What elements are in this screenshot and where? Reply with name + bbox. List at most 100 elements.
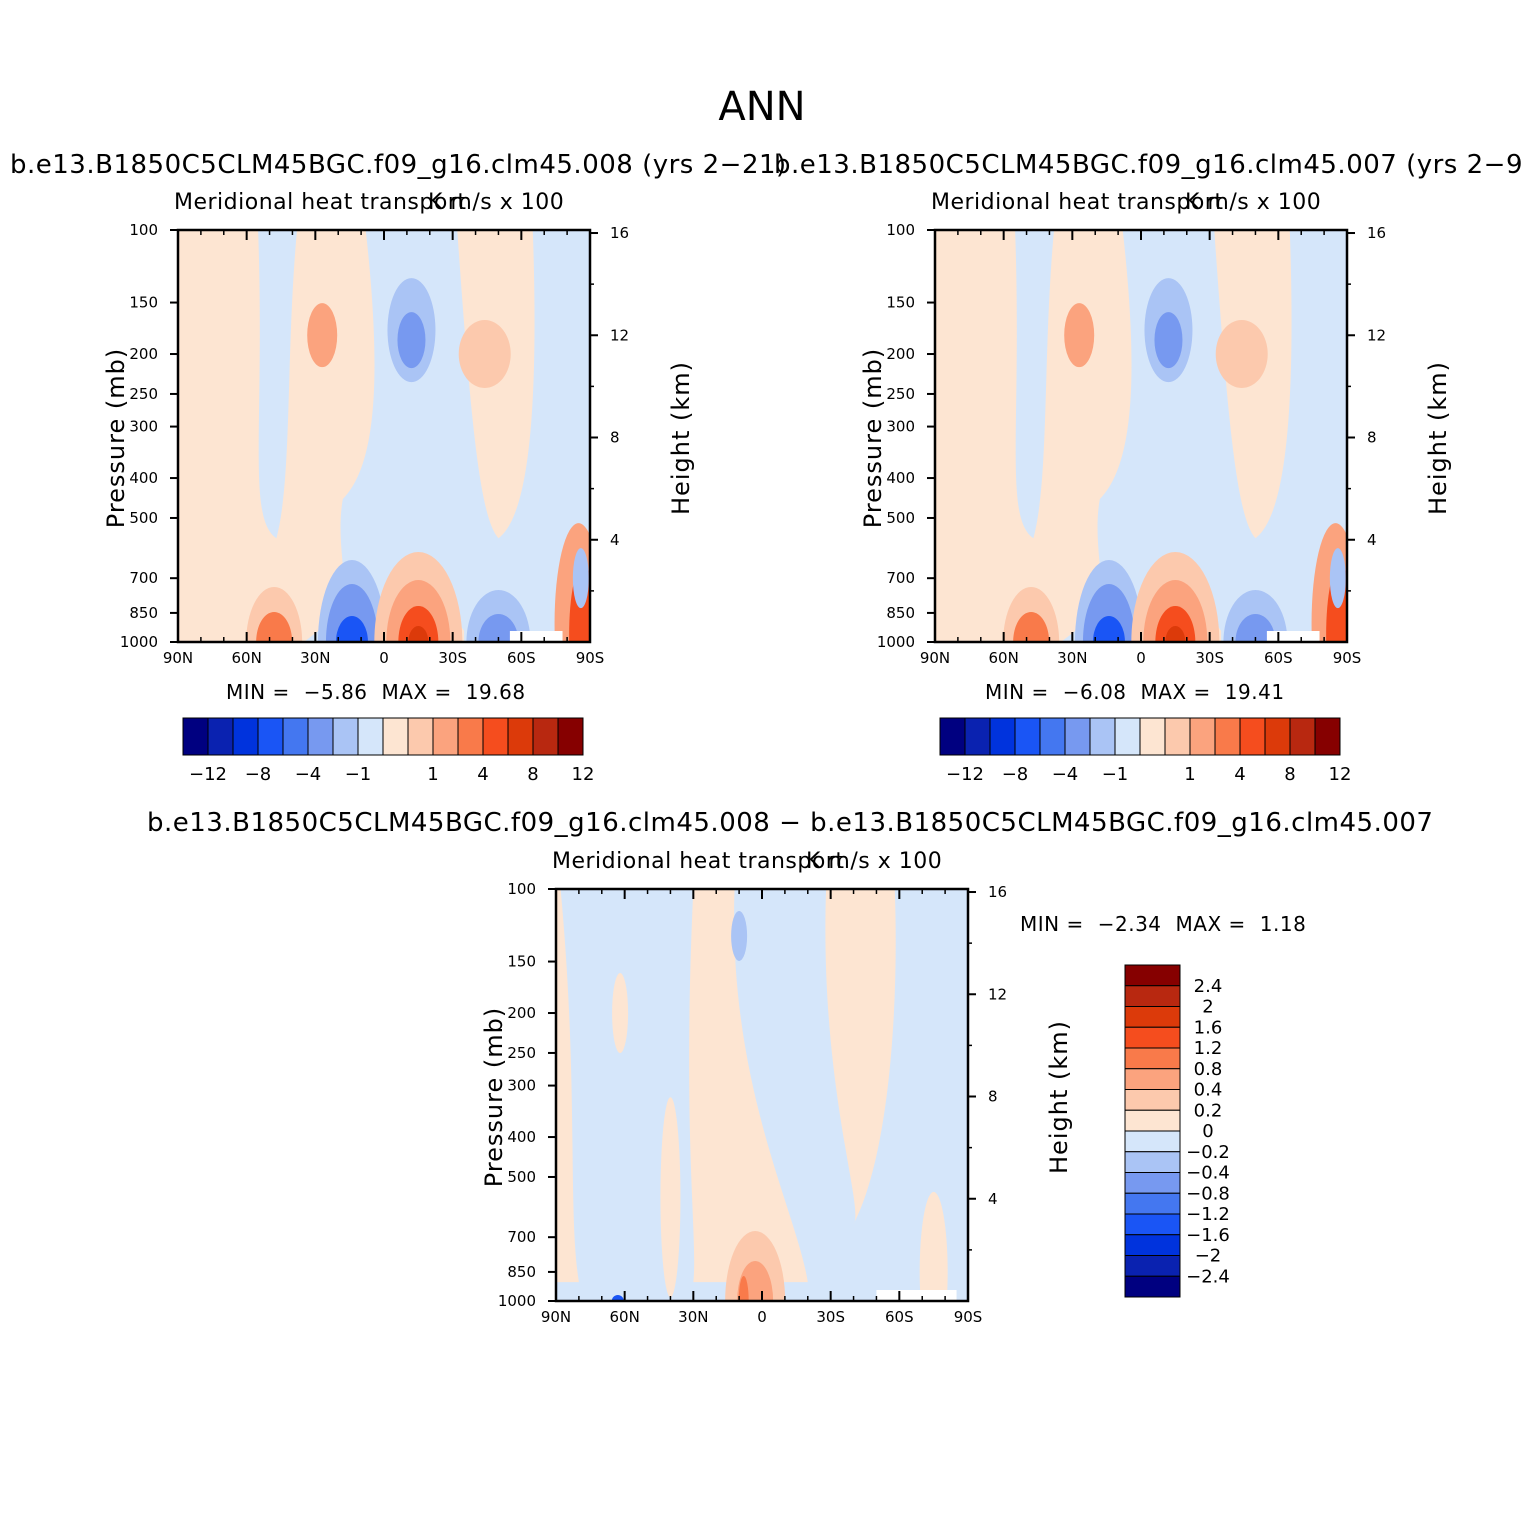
cell-north-inner bbox=[256, 612, 293, 642]
colorbar-label: −0.8 bbox=[1186, 1183, 1230, 1204]
y2-tick-label: 8 bbox=[610, 429, 620, 447]
y-tick-label: 1000 bbox=[877, 633, 915, 651]
colorbar-box bbox=[257, 717, 284, 756]
x-tick-label: 0 bbox=[379, 649, 389, 667]
colorbar-box bbox=[532, 717, 559, 756]
colorbar-label: 1 bbox=[1184, 764, 1195, 785]
y-tick-label: 250 bbox=[507, 1044, 536, 1062]
jet-negative-inner bbox=[1154, 312, 1183, 369]
cell-positive-core bbox=[1165, 626, 1186, 642]
max-value: 1.18 bbox=[1259, 912, 1307, 936]
y-tick-label: 100 bbox=[507, 880, 536, 898]
plot-frame bbox=[176, 228, 592, 644]
y-tick-label: 1000 bbox=[498, 1292, 536, 1310]
max-value: 19.41 bbox=[1224, 680, 1285, 704]
max-label: MAX = bbox=[381, 680, 452, 704]
x-tick-label: 60N bbox=[610, 1308, 640, 1326]
x-tick-label: 90N bbox=[920, 649, 950, 667]
pressure-axis-label-model1: Pressure (mb) bbox=[102, 347, 131, 529]
y-tick-label: 400 bbox=[507, 1128, 536, 1146]
colorbar-box bbox=[1089, 717, 1116, 756]
y-tick-label: 200 bbox=[507, 1004, 536, 1022]
y2-tick-label: 8 bbox=[1367, 429, 1377, 447]
run-title-model1: b.e13.B1850C5CLM45BGC.f09_g16.clm45.008 … bbox=[10, 150, 787, 180]
colorbar-label: 4 bbox=[1234, 764, 1245, 785]
x-tick-label: 60S bbox=[885, 1308, 914, 1326]
x-tick-label: 30N bbox=[678, 1308, 708, 1326]
height-axis-label-difference: Height (km) bbox=[1044, 1020, 1073, 1174]
colorbar-label: −8 bbox=[1002, 764, 1029, 785]
page-title: ANN bbox=[718, 84, 806, 130]
cell-south-inner bbox=[478, 614, 519, 642]
polar-negative bbox=[1329, 548, 1346, 609]
plot-frame bbox=[933, 228, 1349, 644]
x-tick-label: 90S bbox=[1333, 649, 1362, 667]
min-value: −6.08 bbox=[1062, 680, 1127, 704]
colorbar-label: 0.4 bbox=[1194, 1080, 1223, 1101]
colorbar-box bbox=[1124, 1089, 1181, 1111]
y-tick-label: 850 bbox=[507, 1263, 536, 1281]
colorbar-label: −1 bbox=[1102, 764, 1129, 785]
contour-field bbox=[178, 230, 590, 642]
x-tick-label: 60N bbox=[232, 649, 262, 667]
min-value: −5.86 bbox=[303, 680, 368, 704]
y-tick-label: 850 bbox=[886, 604, 915, 622]
colorbar-box bbox=[1039, 717, 1066, 756]
x-tick-label: 90S bbox=[954, 1308, 983, 1326]
y2-tick-label: 16 bbox=[988, 883, 1007, 901]
plot-frame bbox=[554, 887, 970, 1303]
y-tick-label: 150 bbox=[507, 953, 536, 971]
colorbar-box bbox=[482, 717, 509, 756]
pressure-axis-label-model2: Pressure (mb) bbox=[859, 347, 888, 529]
x-tick-label: 90S bbox=[576, 649, 605, 667]
y-tick-label: 300 bbox=[886, 418, 915, 436]
colorbar-box bbox=[207, 717, 234, 756]
colorbar-box bbox=[1124, 1047, 1181, 1070]
colorbar-label: 1.6 bbox=[1194, 1017, 1223, 1038]
heatmap-model2: 90N 60N 30N 0 30S 60S 90S 100 150 200 250 300 400 500… bbox=[877, 221, 1386, 667]
colorbar-label: −2 bbox=[1195, 1246, 1222, 1267]
colorbar-label: −0.4 bbox=[1186, 1163, 1230, 1184]
colorbar-box bbox=[557, 717, 584, 756]
cell-negative-inner bbox=[1092, 616, 1125, 642]
colorbar-box bbox=[1214, 717, 1241, 756]
positive-band-south bbox=[825, 889, 896, 1224]
colorbar-box bbox=[1124, 1068, 1181, 1090]
y-tick-label: 500 bbox=[886, 509, 915, 527]
jet-positive-inner bbox=[307, 303, 338, 368]
colorbar-box bbox=[382, 717, 409, 756]
contour-field bbox=[556, 889, 968, 1301]
colorbar-box bbox=[989, 717, 1016, 756]
min-value: −2.34 bbox=[1097, 912, 1162, 936]
missing-data-mask bbox=[1266, 631, 1320, 642]
colorbar-label: −1.6 bbox=[1186, 1225, 1230, 1246]
colorbar-model2: −12 −8 −4 −1 1 4 8 12 bbox=[939, 717, 1352, 785]
max-label: MAX = bbox=[1140, 680, 1211, 704]
colorbar-box bbox=[1124, 1275, 1181, 1298]
units-label-model2: K m/s x 100 bbox=[1185, 190, 1322, 215]
min-label: MIN = bbox=[1020, 912, 1084, 936]
colorbar-box bbox=[1314, 717, 1341, 756]
colorbar-label: −4 bbox=[1052, 764, 1079, 785]
cell-north-inner bbox=[1013, 612, 1050, 642]
x-tick-label: 30N bbox=[1057, 649, 1087, 667]
x-tick-label: 60N bbox=[989, 649, 1019, 667]
colorbar-box bbox=[1164, 717, 1191, 756]
y2-tick-label: 16 bbox=[1367, 224, 1386, 242]
colorbar-label: 8 bbox=[1284, 764, 1295, 785]
y2-tick-label: 12 bbox=[1367, 326, 1386, 344]
colorbar-box bbox=[1124, 1255, 1181, 1277]
colorbar-box bbox=[1064, 717, 1091, 756]
jet-positive-inner bbox=[1064, 303, 1095, 368]
colorbar-label: −12 bbox=[189, 764, 227, 785]
colorbar-box bbox=[407, 717, 434, 756]
y2-tick-label: 4 bbox=[610, 531, 620, 549]
x-tick-label: 90N bbox=[541, 1308, 571, 1326]
minmax-difference: MIN = −2.34 MAX = 1.18 bbox=[1020, 912, 1320, 936]
colorbar-label: 12 bbox=[1329, 764, 1352, 785]
colorbar-box bbox=[1124, 1213, 1181, 1236]
positive-patch-mid bbox=[660, 1097, 681, 1298]
colorbar-label: 0 bbox=[1202, 1121, 1213, 1142]
diff-min bbox=[611, 1295, 624, 1301]
colorbar-box bbox=[357, 717, 384, 756]
